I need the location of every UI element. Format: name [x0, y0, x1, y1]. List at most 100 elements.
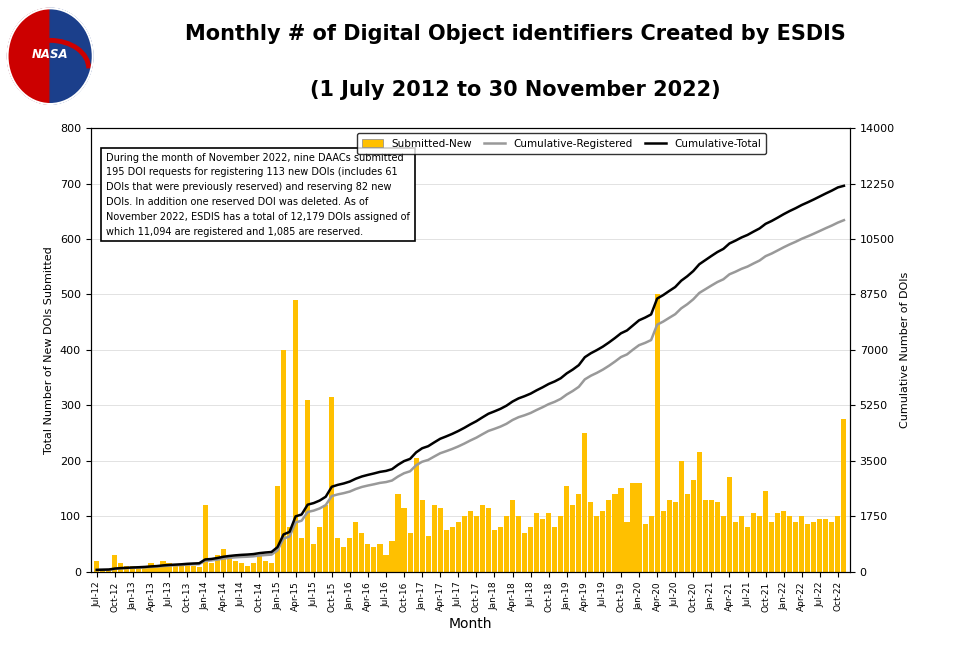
Bar — [275, 486, 280, 572]
Bar — [612, 494, 618, 572]
Bar — [323, 505, 329, 572]
Bar — [419, 499, 425, 572]
Bar — [817, 519, 822, 572]
Bar — [124, 566, 130, 572]
Bar — [202, 505, 208, 572]
Bar — [137, 567, 141, 572]
Bar — [588, 503, 593, 572]
Bar — [739, 516, 744, 572]
Bar — [727, 478, 732, 572]
Bar — [630, 483, 636, 572]
Bar — [348, 538, 352, 572]
Bar — [654, 294, 660, 572]
Bar — [829, 522, 835, 572]
Legend: Submitted-New, Cumulative-Registered, Cumulative-Total: Submitted-New, Cumulative-Registered, Cu… — [356, 133, 766, 154]
Bar — [390, 541, 394, 572]
Bar — [836, 516, 840, 572]
Bar — [697, 453, 702, 572]
Bar — [769, 522, 775, 572]
Bar — [251, 563, 256, 572]
Bar — [648, 516, 653, 572]
Bar — [377, 544, 383, 572]
Bar — [721, 516, 726, 572]
Bar — [474, 516, 478, 572]
Bar — [244, 566, 250, 572]
Bar — [462, 516, 467, 572]
Bar — [450, 527, 455, 572]
Bar — [142, 566, 147, 572]
Bar — [197, 567, 202, 572]
Bar — [703, 499, 708, 572]
Bar — [106, 569, 112, 572]
Bar — [456, 522, 461, 572]
Bar — [546, 513, 551, 572]
Bar — [371, 547, 376, 572]
Bar — [215, 555, 220, 572]
Bar — [601, 510, 605, 572]
Bar — [437, 508, 443, 572]
Bar — [113, 555, 117, 572]
Bar — [395, 494, 400, 572]
Y-axis label: Total Number of New DOIs Submitted: Total Number of New DOIs Submitted — [44, 246, 54, 454]
Y-axis label: Cumulative Number of DOIs: Cumulative Number of DOIs — [901, 272, 910, 428]
Bar — [522, 533, 527, 572]
Bar — [516, 516, 521, 572]
Bar — [805, 524, 811, 572]
Bar — [594, 516, 600, 572]
Bar — [775, 513, 780, 572]
Bar — [233, 560, 238, 572]
Bar — [293, 300, 298, 572]
Bar — [672, 503, 678, 572]
Bar — [552, 527, 558, 572]
Bar — [191, 566, 196, 572]
Bar — [751, 513, 756, 572]
Bar — [408, 533, 413, 572]
Text: During the month of November 2022, nine DAACs submitted
195 DOI requests for reg: During the month of November 2022, nine … — [106, 152, 410, 237]
Text: NASA: NASA — [32, 48, 69, 60]
Bar — [606, 499, 611, 572]
Bar — [745, 527, 750, 572]
Bar — [685, 494, 690, 572]
Bar — [690, 480, 696, 572]
Bar — [486, 508, 491, 572]
Wedge shape — [8, 9, 50, 104]
X-axis label: Month: Month — [449, 617, 492, 631]
Bar — [287, 527, 292, 572]
Bar — [426, 535, 431, 572]
Bar — [353, 522, 358, 572]
Bar — [329, 397, 334, 572]
Bar — [335, 538, 340, 572]
Bar — [166, 563, 172, 572]
Bar — [541, 519, 545, 572]
Bar — [269, 563, 274, 572]
Bar — [492, 530, 497, 572]
Bar — [661, 510, 666, 572]
Bar — [534, 513, 540, 572]
Bar — [570, 505, 575, 572]
Bar — [583, 433, 587, 572]
Bar — [118, 563, 123, 572]
Bar — [558, 516, 563, 572]
Bar — [709, 499, 714, 572]
Bar — [841, 419, 846, 572]
Bar — [299, 538, 305, 572]
Bar — [636, 483, 642, 572]
Bar — [811, 522, 817, 572]
Bar — [383, 555, 389, 572]
Bar — [498, 527, 503, 572]
Bar — [401, 508, 407, 572]
Bar — [799, 516, 804, 572]
Bar — [311, 544, 316, 572]
Bar — [239, 563, 244, 572]
Bar — [414, 458, 418, 572]
Bar — [257, 555, 262, 572]
Bar — [479, 505, 485, 572]
Bar — [184, 563, 190, 572]
Circle shape — [8, 9, 93, 104]
Bar — [155, 565, 159, 572]
Text: (1 July 2012 to 30 November 2022): (1 July 2012 to 30 November 2022) — [310, 79, 721, 100]
Bar — [732, 522, 738, 572]
Bar — [763, 491, 768, 572]
Bar — [226, 558, 232, 572]
Bar — [781, 510, 786, 572]
